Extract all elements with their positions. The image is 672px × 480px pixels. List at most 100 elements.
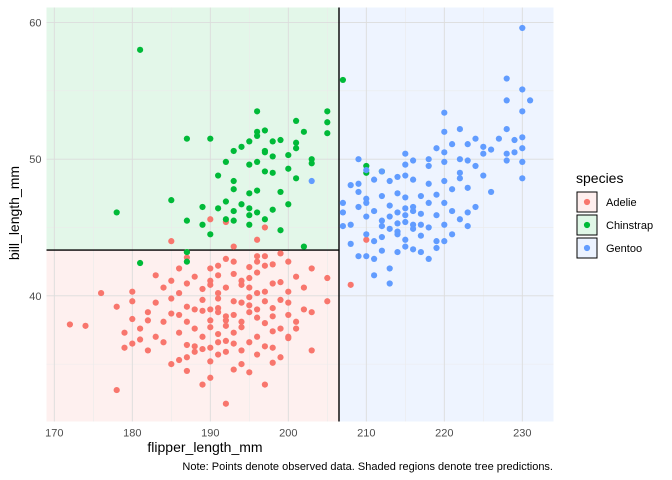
point-gentoo [355,203,362,211]
point-chinstrap [246,138,253,145]
point-chinstrap [293,117,300,125]
point-chinstrap [183,217,190,224]
point-chinstrap [246,212,253,219]
point-adelie [191,348,198,355]
point-gentoo [410,221,417,228]
point-adelie [230,366,237,373]
point-gentoo [464,141,471,148]
point-adelie [191,325,198,332]
point-gentoo [511,136,518,144]
point-adelie [176,289,183,297]
x-tick-label: 190 [201,428,219,440]
point-adelie [285,311,292,319]
point-adelie [168,361,175,368]
point-gentoo [394,248,401,256]
point-gentoo [441,128,448,135]
point-adelie [168,295,175,302]
point-gentoo [394,209,401,216]
point-chinstrap [230,147,237,155]
point-chinstrap [324,119,331,126]
point-adelie [246,302,253,309]
point-adelie [152,272,159,279]
point-chinstrap [183,248,190,256]
point-adelie [254,236,261,243]
point-adelie [254,351,261,358]
point-adelie [121,329,128,336]
point-adelie [168,277,175,284]
point-gentoo [503,75,510,82]
point-gentoo [402,236,409,243]
point-gentoo [425,224,432,231]
point-adelie [246,339,253,346]
point-adelie [238,318,245,325]
point-gentoo [464,223,471,230]
point-gentoo [433,238,440,245]
point-gentoo [339,199,346,206]
point-adelie [191,306,198,313]
legend-title: species [576,170,623,186]
point-adelie [183,318,190,325]
point-adelie [215,272,222,279]
point-gentoo [355,188,362,196]
point-gentoo [441,221,448,228]
point-adelie [246,264,253,271]
point-adelie [207,324,214,331]
point-adelie [222,284,229,291]
point-gentoo [449,207,456,215]
point-chinstrap [222,198,229,205]
point-gentoo [371,207,378,215]
point-gentoo [503,97,510,104]
point-gentoo [441,109,448,116]
point-gentoo [503,150,510,157]
point-chinstrap [238,143,245,150]
point-gentoo [363,213,370,220]
point-adelie [98,289,105,297]
point-chinstrap [269,138,276,145]
point-chinstrap [285,165,292,172]
point-chinstrap [254,108,261,115]
point-adelie [269,261,276,268]
point-adelie [261,224,268,231]
point-gentoo [456,216,463,223]
point-chinstrap [246,221,253,228]
point-gentoo [456,169,463,176]
point-gentoo [472,135,479,142]
point-adelie [230,329,237,336]
point-chinstrap [269,169,276,176]
point-gentoo [456,126,463,133]
point-gentoo [425,199,432,206]
point-adelie [168,310,175,317]
point-gentoo [441,149,448,156]
point-adelie [215,330,222,338]
point-adelie [191,343,198,350]
point-adelie [207,358,214,365]
legend-key-point [583,244,591,252]
point-chinstrap [230,177,237,185]
point-adelie [215,262,222,269]
point-chinstrap [261,127,268,134]
x-axis-ticks: 170 180 190 200 210 220 230 [45,428,531,440]
point-adelie [347,281,354,288]
point-gentoo [417,221,424,228]
point-gentoo [371,255,378,263]
point-gentoo [511,149,518,156]
x-tick-label: 230 [513,428,531,440]
point-adelie [82,322,89,329]
point-adelie [261,343,268,350]
point-chinstrap [137,46,144,53]
point-adelie [168,238,175,245]
point-adelie [207,216,214,223]
point-gentoo [503,126,510,133]
point-chinstrap [183,258,190,265]
point-gentoo [402,194,409,201]
point-gentoo [394,220,401,227]
point-adelie [183,341,190,349]
point-adelie [277,296,284,303]
point-gentoo [386,213,393,220]
point-chinstrap [324,108,331,115]
point-adelie [183,367,190,375]
point-adelie [215,309,222,316]
point-gentoo [402,161,409,168]
legend-item-adelie: Adelie [576,191,637,213]
